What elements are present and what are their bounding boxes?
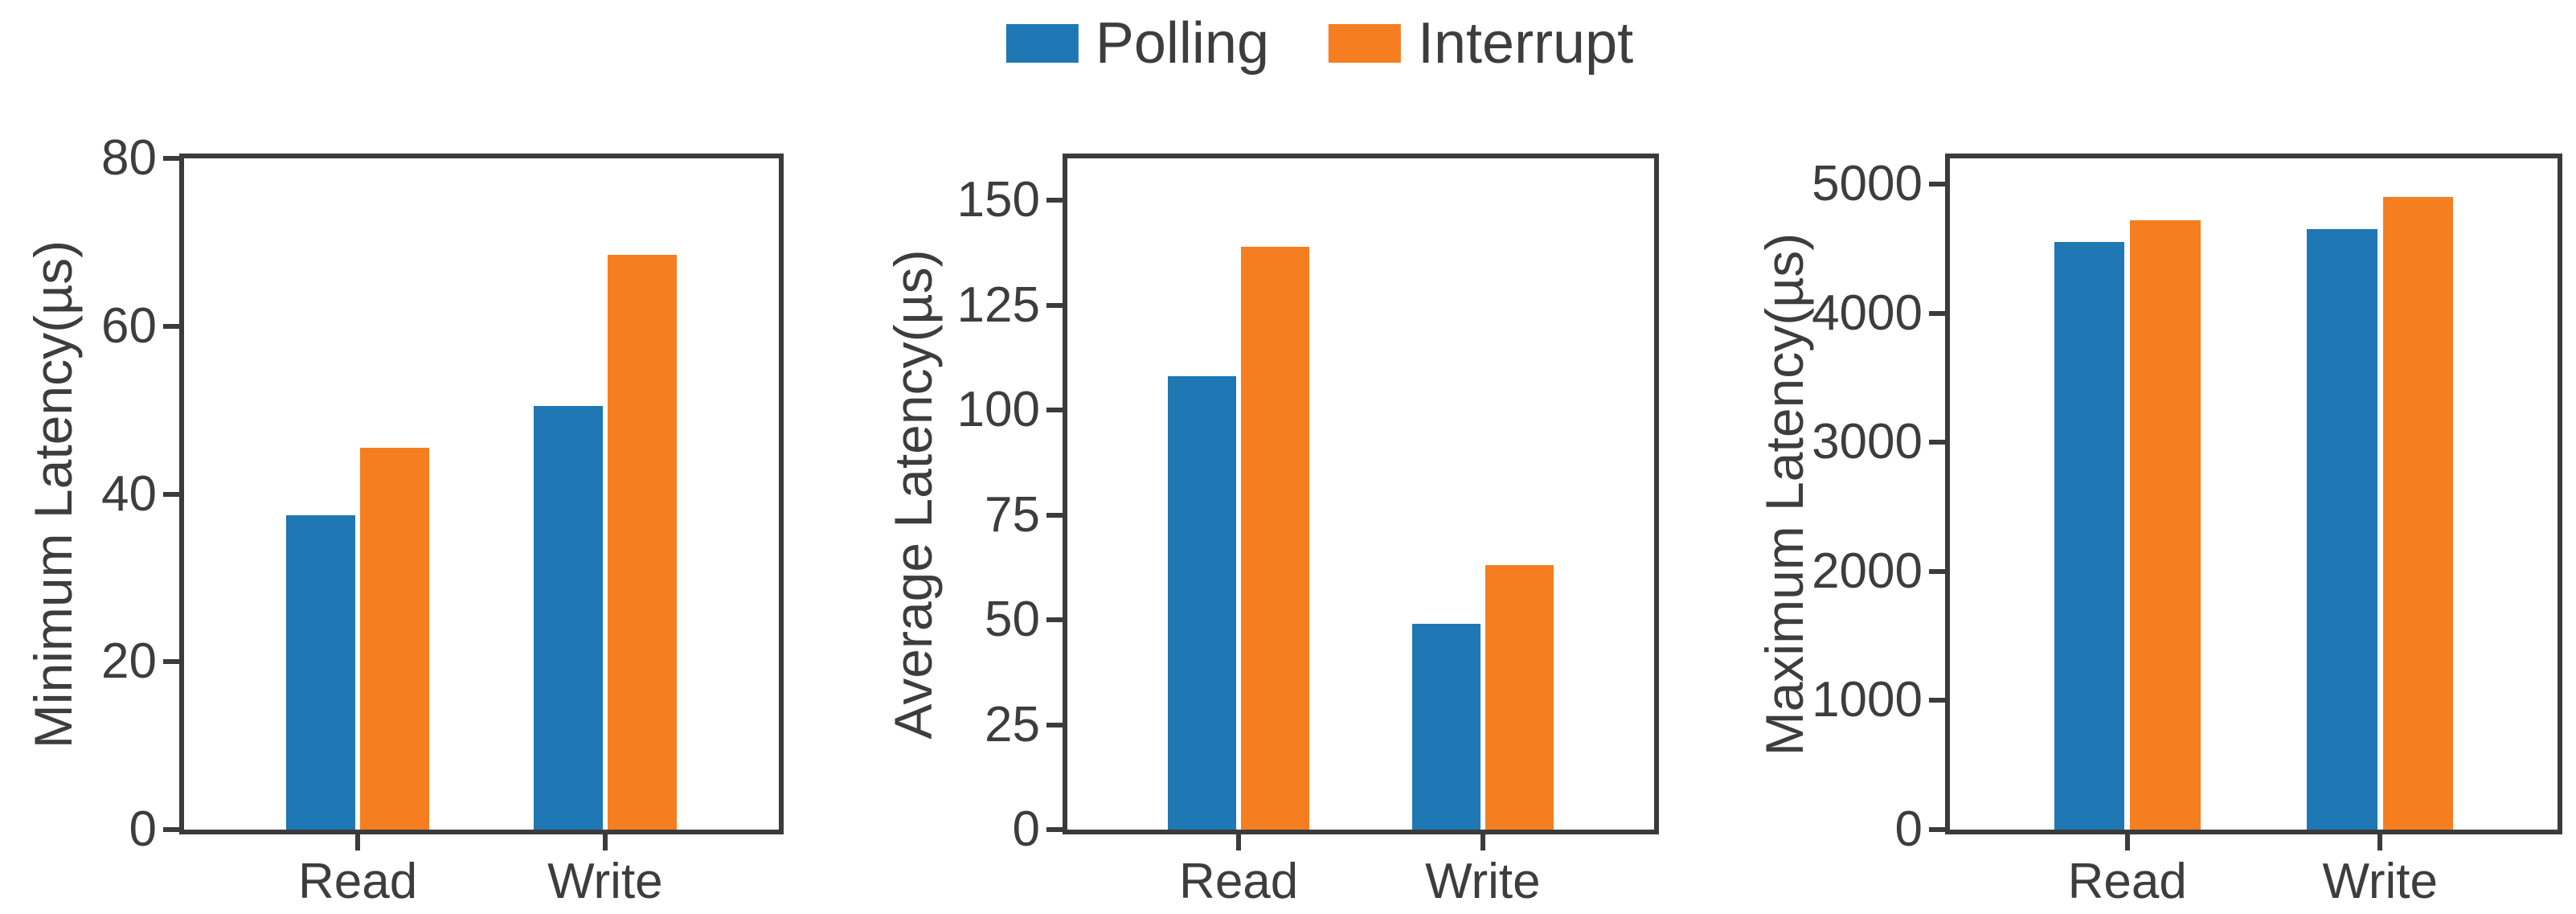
bar-polling-write — [1411, 624, 1480, 830]
x-tick-label: Read — [1179, 854, 1299, 909]
y-tick-mark — [1046, 408, 1063, 413]
x-tick-label: Write — [2322, 854, 2438, 909]
bar-interrupt-write — [2382, 197, 2454, 830]
x-tick-mark — [355, 834, 361, 850]
y-axis-label: Minimum Latency(µs) — [23, 240, 83, 749]
plot-area-minimum-latency: 0 20 40 60 80 Read Write — [101, 133, 784, 907]
y-tick-mark — [1929, 568, 1945, 574]
x-tick-label: Write — [1425, 854, 1541, 909]
x-tick-label: Read — [2067, 854, 2187, 909]
y-tick-mark — [1929, 827, 1945, 832]
plot-area-maximum-latency: 0 1000 2000 3000 4000 5000 Read Write — [1812, 154, 2562, 907]
bar-interrupt-write — [1485, 565, 1554, 830]
legend-label-interrupt: Interrupt — [1418, 11, 1634, 76]
x-tick-mark — [2124, 834, 2130, 850]
y-tick-mark — [163, 827, 179, 832]
y-tick-mark — [1046, 198, 1063, 203]
y-tick-label: 0 — [1894, 801, 1923, 857]
y-tick-mark — [163, 156, 179, 161]
legend-label-polling: Polling — [1095, 11, 1269, 76]
y-tick-mark — [1929, 698, 1945, 703]
y-tick-mark — [1046, 512, 1063, 518]
y-tick-mark — [1046, 617, 1063, 623]
y-tick-label: 75 — [985, 486, 1040, 543]
y-tick-label: 50 — [985, 592, 1040, 648]
x-tick-mark — [1480, 834, 1485, 850]
y-tick-label: 4000 — [1812, 285, 1923, 341]
y-tick-label: 5000 — [1812, 156, 1923, 212]
x-tick-label: Read — [297, 854, 418, 909]
bar-interrupt-write — [608, 255, 678, 830]
y-tick-mark — [163, 323, 179, 329]
bar-interrupt-read — [360, 448, 430, 830]
y-tick-label: 2000 — [1812, 543, 1923, 599]
legend-swatch-interrupt — [1329, 24, 1401, 63]
plot-area-average-latency: 0 25 50 75 100 125 150 Read Write — [957, 154, 1659, 907]
bar-interrupt-read — [1241, 246, 1310, 830]
y-tick-label: 100 — [956, 382, 1040, 438]
x-tick-label: Write — [547, 854, 663, 909]
bar-polling-write — [2307, 229, 2377, 830]
chart-maximum-latency: Maximum Latency(µs) 0 1000 2000 3000 4000 500… — [1718, 0, 2576, 914]
y-tick-label: 40 — [101, 465, 157, 522]
x-tick-mark — [602, 834, 608, 850]
y-tick-label: 25 — [985, 696, 1040, 752]
bar-polling-read — [285, 514, 355, 830]
bar-polling-write — [533, 405, 603, 830]
bar-interrupt-read — [2130, 220, 2201, 830]
y-tick-label: 150 — [956, 172, 1040, 228]
x-tick-mark — [1236, 834, 1242, 850]
y-tick-label: 80 — [101, 130, 157, 186]
y-tick-label: 0 — [129, 801, 157, 857]
x-tick-mark — [2377, 834, 2383, 850]
legend-item-interrupt: Interrupt — [1329, 14, 1633, 72]
legend-item-polling: Polling — [1005, 11, 1269, 76]
legend-swatch-polling — [1005, 24, 1079, 63]
y-tick-mark — [1046, 302, 1063, 308]
y-tick-label: 3000 — [1812, 414, 1923, 470]
y-tick-label: 1000 — [1812, 672, 1923, 728]
y-tick-mark — [163, 491, 179, 497]
chart-minimum-latency: Minimum Latency(µs) 0 20 40 60 80 Read Write — [0, 0, 858, 914]
y-tick-mark — [1046, 722, 1063, 728]
y-tick-label: 20 — [101, 633, 157, 690]
y-tick-label: 125 — [956, 277, 1040, 333]
y-tick-mark — [1046, 827, 1063, 832]
y-tick-mark — [1929, 440, 1945, 445]
y-tick-mark — [1929, 182, 1945, 187]
y-tick-mark — [163, 659, 179, 665]
y-tick-mark — [1929, 310, 1945, 316]
legend: Polling Interrupt — [1005, 11, 1633, 76]
bar-polling-read — [1168, 376, 1236, 830]
chart-average-latency: Average Latency(µs) 0 25 50 75 100 125 150 Read… — [858, 0, 1718, 914]
y-axis-label: Average Latency(µs) — [883, 249, 943, 740]
y-axis-label: Maximum Latency(µs) — [1755, 232, 1814, 756]
y-tick-label: 60 — [101, 297, 157, 354]
bar-polling-read — [2054, 242, 2125, 830]
y-tick-label: 0 — [1012, 801, 1040, 857]
